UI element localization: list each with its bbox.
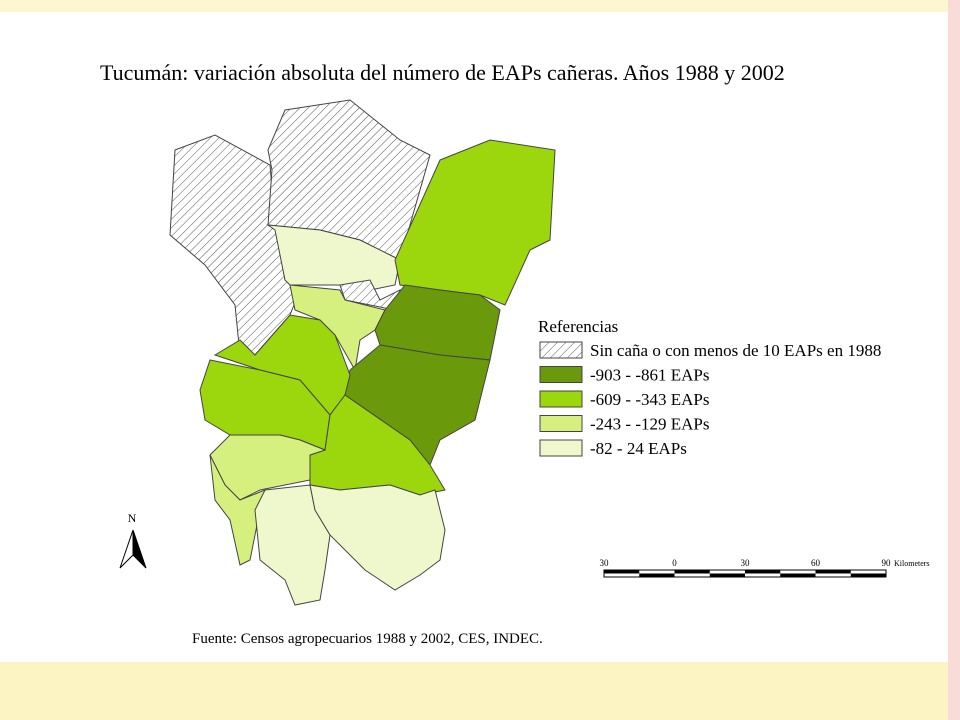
scale-label: 60	[811, 558, 821, 568]
scale-segment	[815, 570, 851, 574]
north-arrow	[132, 529, 147, 569]
legend-label: Sin caña o con menos de 10 EAPs en 1988	[590, 341, 881, 360]
legend-swatch	[539, 390, 583, 408]
bottom-band	[0, 662, 948, 720]
north-arrow	[119, 529, 134, 569]
right-band	[948, 0, 960, 720]
scale-segment	[850, 573, 886, 577]
scale-unit: Kilometers	[894, 559, 930, 568]
legend-label: -903 - -861 EAPs	[590, 366, 709, 385]
scale-segment	[709, 573, 745, 577]
region	[209, 454, 266, 566]
top-band	[0, 0, 948, 12]
legend-swatch	[539, 415, 583, 432]
source: Fuente: Censos agropecuarios 1988 y 2002…	[192, 631, 543, 647]
region	[394, 139, 556, 306]
scale-label: 90	[882, 558, 892, 568]
legend-title: Referencias	[538, 317, 618, 336]
legend-label: -82 - 24 EAPs	[590, 439, 687, 458]
scale-segment	[639, 573, 675, 577]
region	[309, 484, 446, 591]
legend-swatch	[539, 341, 583, 359]
scale-segment	[780, 573, 816, 577]
legend-label: -243 - -129 EAPs	[590, 415, 709, 434]
map-title: Tucumán: variación absoluta del número d…	[100, 60, 785, 85]
scale-label: 30	[741, 558, 751, 568]
scale-segment	[745, 570, 781, 574]
legend-swatch	[539, 366, 583, 383]
legend-label: -609 - -343 EAPs	[590, 390, 709, 409]
scale-segment	[604, 570, 640, 574]
scale-bar: 30 0 30 60 90 Kilometers	[600, 558, 930, 578]
scale-label: 0	[672, 558, 677, 568]
region	[289, 284, 386, 372]
north-label: N	[128, 511, 137, 525]
scale-segment	[674, 570, 710, 574]
scale-label: 30	[600, 558, 610, 568]
map	[169, 99, 556, 606]
legend-swatch	[539, 439, 583, 457]
legend: Sin caña o con menos de 10 EAPs en 1988 -…	[539, 341, 881, 458]
